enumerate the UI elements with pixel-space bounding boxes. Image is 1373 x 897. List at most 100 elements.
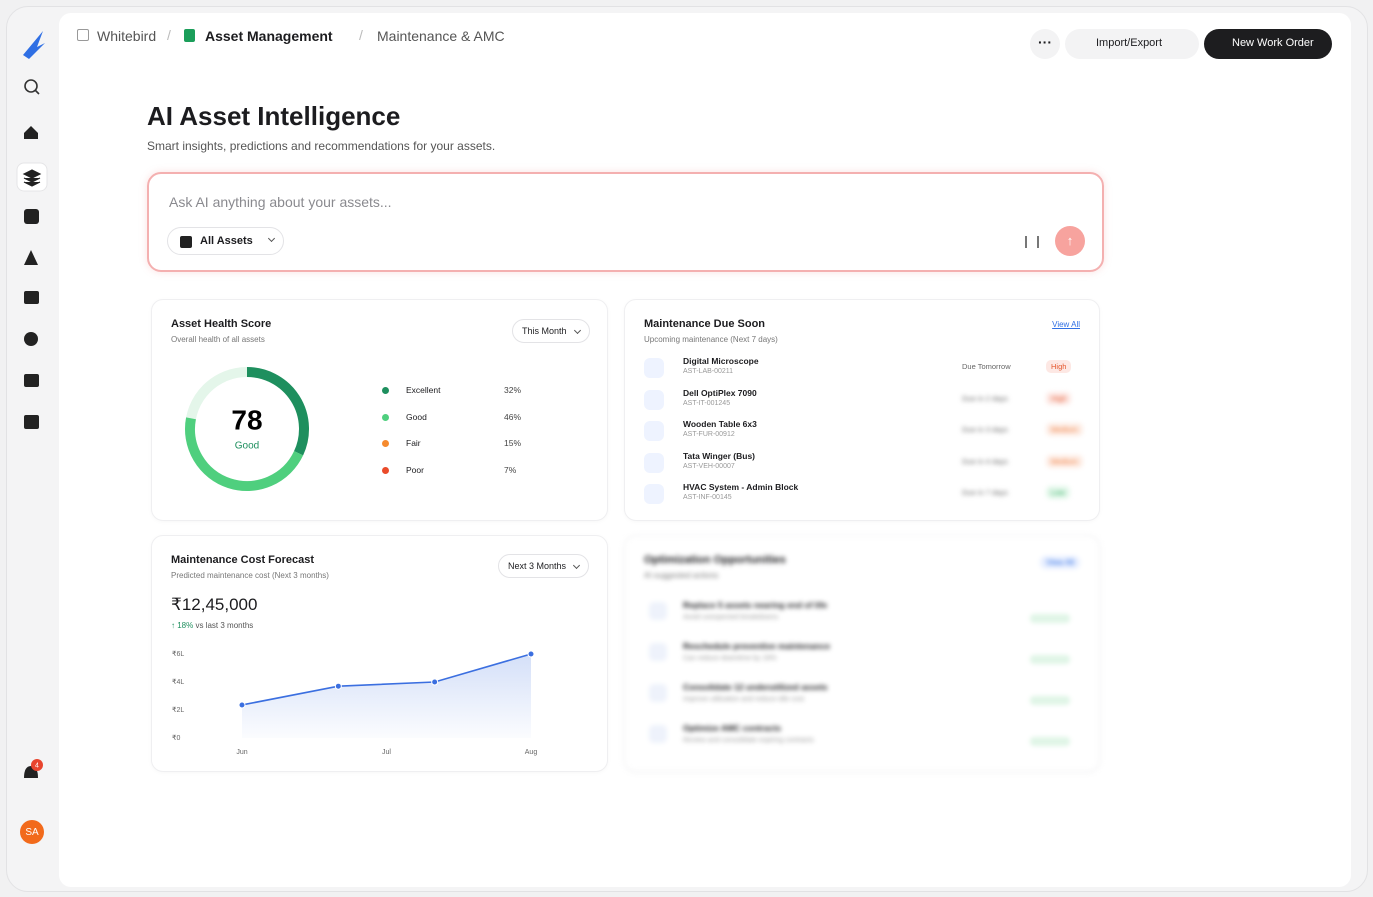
view-all-link[interactable]: View All xyxy=(1040,556,1080,569)
card-subtitle: Overall health of all assets xyxy=(171,335,265,344)
period-select[interactable]: Next 3 Months xyxy=(498,554,590,578)
legend-dot xyxy=(382,387,389,394)
search-icon xyxy=(24,79,38,93)
forecast-total: ₹12,45,000 xyxy=(171,595,258,614)
action-note: Improve utilization and reduce idle cost xyxy=(683,696,805,703)
due-text: Due in 2 days xyxy=(962,393,1008,403)
priority-badge: Medium xyxy=(1046,454,1083,468)
due-text: Due Tomorrow xyxy=(962,362,1011,371)
asset-name: Tata Winger (Bus) xyxy=(683,450,756,461)
import-export-label: Import/Export xyxy=(1096,37,1163,49)
legend-name: Fair xyxy=(406,438,421,448)
health-card: Asset Health Score Overall health of all… xyxy=(151,299,608,521)
point xyxy=(431,678,439,686)
view-all-link[interactable]: View All xyxy=(1052,320,1080,329)
reports-icon[interactable] xyxy=(24,415,39,429)
ask-box[interactable]: Ask AI anything about your assets... All… xyxy=(147,172,1104,272)
avatar-initials: SA xyxy=(25,827,39,838)
alert-icon[interactable] xyxy=(24,250,38,265)
y-tick-label: ₹2L xyxy=(172,706,184,714)
x-tick-label: Jul xyxy=(382,749,391,756)
asset-id: AST-INF-00145 xyxy=(683,494,732,502)
avatar[interactable] xyxy=(20,820,44,844)
forecast-change: ↑ 18% vs last 3 months xyxy=(171,621,254,630)
action-icon xyxy=(649,684,667,702)
legend-name: Poor xyxy=(406,464,424,475)
voice-icon[interactable] xyxy=(1025,236,1039,248)
calendar-icon[interactable] xyxy=(24,291,39,304)
asset-icon xyxy=(644,358,664,378)
card-title: Maintenance Due Soon xyxy=(644,318,766,330)
donut-segment xyxy=(185,417,304,491)
workspace-icon xyxy=(77,29,89,41)
priority-badge: Medium xyxy=(1046,423,1083,437)
due-text: Due in 4 days xyxy=(962,456,1008,466)
legend-name: Excellent xyxy=(406,385,441,395)
change-value: 18% xyxy=(177,621,194,630)
legend-value: 32% xyxy=(504,385,522,395)
tasks-icon[interactable] xyxy=(24,209,39,224)
import-export-button[interactable]: Import/Export xyxy=(1065,29,1199,59)
point xyxy=(238,701,246,709)
main: Whitebird / Asset Management / Maintenan… xyxy=(59,13,1351,887)
period-label: This Month xyxy=(522,326,567,336)
asset-name: Digital Microscope xyxy=(683,356,759,366)
action-badge xyxy=(1030,696,1070,705)
due-text: Due in 7 days xyxy=(962,488,1008,498)
new-work-order-label: New Work Order xyxy=(1232,37,1314,49)
action-icon xyxy=(649,643,667,661)
database-icon[interactable] xyxy=(24,332,38,346)
asset-name: Wooden Table 6x3 xyxy=(683,419,757,430)
point xyxy=(334,682,342,690)
card-title: Optimization Opportunities xyxy=(644,554,786,566)
card-title: Maintenance Cost Forecast xyxy=(171,554,315,566)
action-badge xyxy=(1030,614,1070,623)
search-icon xyxy=(34,89,40,95)
separator: / xyxy=(167,27,171,43)
due-text: Due in 3 days xyxy=(962,425,1008,435)
asset-icon xyxy=(644,484,664,505)
asset-icon xyxy=(644,389,664,410)
y-tick-label: ₹6L xyxy=(172,650,184,658)
legend-dot xyxy=(382,466,389,474)
legend-dot xyxy=(382,440,389,447)
priority-badge: Low xyxy=(1046,486,1070,500)
asset-icon xyxy=(644,452,664,473)
page-title: AI Asset Intelligence xyxy=(147,101,401,131)
action-badge xyxy=(1030,737,1070,746)
priority-badge: High xyxy=(1046,360,1072,373)
app-frame: 4 SA Whitebird / Asset Management / Main… xyxy=(6,6,1368,892)
forecast-card: Maintenance Cost Forecast Predicted main… xyxy=(151,535,608,772)
breadcrumb-root[interactable]: Whitebird xyxy=(97,28,157,44)
more-button[interactable]: ··· xyxy=(1030,29,1060,59)
y-tick-label: ₹0 xyxy=(172,734,180,742)
assets-icon[interactable] xyxy=(22,169,42,187)
card-title: Asset Health Score xyxy=(171,318,272,330)
asset-id: AST-VEH-00007 xyxy=(683,462,735,470)
scope-label: All Assets xyxy=(200,235,253,247)
action-note: Review and consolidate expiring contract… xyxy=(683,737,814,744)
badge xyxy=(31,759,43,771)
ask-placeholder[interactable]: Ask AI anything about your assets... xyxy=(169,194,392,210)
action-icon xyxy=(649,725,667,743)
legend-name: Good xyxy=(406,411,427,422)
priority-badge: High xyxy=(1046,391,1072,405)
module-icon xyxy=(184,29,195,42)
grid-icon xyxy=(180,236,192,248)
due-card: Maintenance Due Soon Upcoming maintenanc… xyxy=(624,299,1100,521)
new-work-order-button[interactable]: New Work Order xyxy=(1204,29,1332,59)
breadcrumb-module[interactable]: Asset Management xyxy=(205,28,333,44)
action-title: Optimize AMC contracts xyxy=(683,723,781,733)
donut-segment xyxy=(246,367,309,456)
forecast-chart: ₹0 ₹2L ₹4L ₹6L Jun Jul Aug xyxy=(172,650,537,756)
period-select[interactable]: This Month xyxy=(512,319,590,343)
inventory-icon[interactable] xyxy=(24,374,39,387)
send-button[interactable]: ↑ xyxy=(1055,226,1085,256)
legend-dot xyxy=(382,413,389,421)
asset-id: AST-IT-001245 xyxy=(683,399,731,407)
action-note: Avoid unexpected breakdowns xyxy=(683,614,779,621)
legend-value: 46% xyxy=(504,411,522,422)
asset-id: AST-FUR-00912 xyxy=(683,431,735,439)
